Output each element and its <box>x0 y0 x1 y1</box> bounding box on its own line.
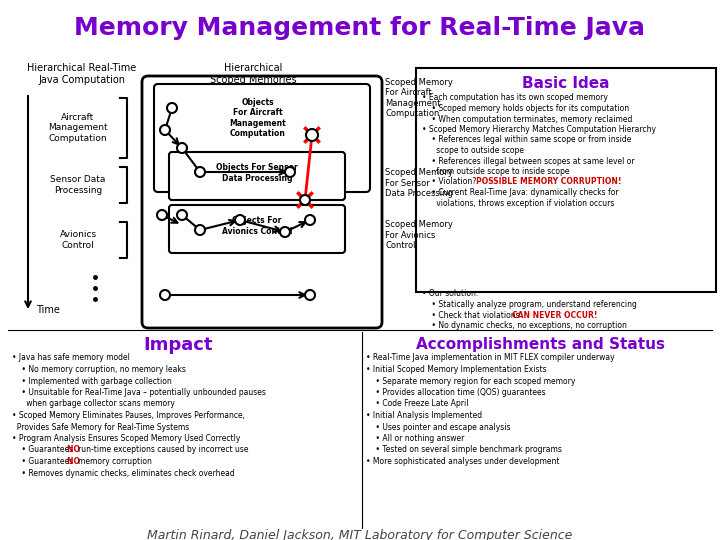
Text: • Scoped memory holds objects for its computation: • Scoped memory holds objects for its co… <box>422 104 629 113</box>
Text: Basic Idea: Basic Idea <box>522 77 610 91</box>
Circle shape <box>300 195 310 205</box>
Text: • More sophisticated analyses under development: • More sophisticated analyses under deve… <box>366 457 559 466</box>
Text: CAN NEVER OCCUR!: CAN NEVER OCCUR! <box>512 310 597 320</box>
Text: • Code Freeze Late April: • Code Freeze Late April <box>366 400 469 408</box>
Text: • Guarantees: • Guarantees <box>12 457 76 466</box>
Circle shape <box>195 225 205 235</box>
Text: • Uses pointer and escape analysis: • Uses pointer and escape analysis <box>366 422 510 431</box>
Text: NO: NO <box>67 457 83 466</box>
Circle shape <box>160 290 170 300</box>
Text: POSSIBLE MEMORY CORRUPTION!: POSSIBLE MEMORY CORRUPTION! <box>477 178 622 186</box>
Text: Impact: Impact <box>143 336 212 354</box>
Text: Accomplishments and Status: Accomplishments and Status <box>415 338 665 353</box>
Text: • References illegal between scopes at same level or: • References illegal between scopes at s… <box>422 157 634 165</box>
Text: Martin Rinard, Daniel Jackson, MIT Laboratory for Computer Science: Martin Rinard, Daniel Jackson, MIT Labor… <box>148 529 572 540</box>
Text: • References legal within same scope or from inside: • References legal within same scope or … <box>422 136 631 145</box>
Text: • Program Analysis Ensures Scoped Memory Used Correctly: • Program Analysis Ensures Scoped Memory… <box>12 434 240 443</box>
Text: when garbage collector scans memory: when garbage collector scans memory <box>12 400 175 408</box>
Circle shape <box>195 167 205 177</box>
Circle shape <box>167 103 177 113</box>
Text: Objects For
Avionics Control: Objects For Avionics Control <box>222 217 292 235</box>
Text: • Scoped Memory Eliminates Pauses, Improves Performance,: • Scoped Memory Eliminates Pauses, Impro… <box>12 411 245 420</box>
Circle shape <box>157 210 167 220</box>
Text: • Initial Analysis Implemented: • Initial Analysis Implemented <box>366 411 482 420</box>
Text: • No dynamic checks, no exceptions, no corruption: • No dynamic checks, no exceptions, no c… <box>422 321 627 330</box>
Text: Time: Time <box>36 305 60 315</box>
Text: Scoped Memory
For Sensor
Data Processing: Scoped Memory For Sensor Data Processing <box>385 168 453 198</box>
Text: • Separate memory region for each scoped memory: • Separate memory region for each scoped… <box>366 376 575 386</box>
Circle shape <box>160 125 170 135</box>
Text: Hierarchical Real-Time
Java Computation: Hierarchical Real-Time Java Computation <box>27 63 137 85</box>
Text: • Tested on several simple benchmark programs: • Tested on several simple benchmark pro… <box>366 446 562 455</box>
Text: • Check that violations: • Check that violations <box>422 310 522 320</box>
Text: Avionics
Control: Avionics Control <box>60 230 96 249</box>
FancyBboxPatch shape <box>142 76 382 328</box>
Circle shape <box>305 290 315 300</box>
Text: Memory Management for Real-Time Java: Memory Management for Real-Time Java <box>74 16 646 40</box>
Circle shape <box>305 215 315 225</box>
Text: scope to outside scope: scope to outside scope <box>422 146 524 155</box>
Text: Objects
For Aircraft
Management
Computation: Objects For Aircraft Management Computat… <box>230 98 287 138</box>
Text: • Unsuitable for Real-Time Java – potentially unbounded pauses: • Unsuitable for Real-Time Java – potent… <box>12 388 266 397</box>
Circle shape <box>177 143 187 153</box>
Text: Aircraft
Management
Computation: Aircraft Management Computation <box>48 113 108 143</box>
Text: • No memory corruption, no memory leaks: • No memory corruption, no memory leaks <box>12 365 186 374</box>
FancyBboxPatch shape <box>154 84 370 192</box>
Text: • Scoped Memory Hierarchy Matches Computation Hierarchy: • Scoped Memory Hierarchy Matches Comput… <box>422 125 656 134</box>
Text: Scoped Memory
For Avionics
Control: Scoped Memory For Avionics Control <box>385 220 453 250</box>
Text: • Statically analyze program, understand referencing: • Statically analyze program, understand… <box>422 300 637 309</box>
Text: • Removes dynamic checks, eliminates check overhead: • Removes dynamic checks, eliminates che… <box>12 469 235 477</box>
Text: • Guarantees: • Guarantees <box>12 446 76 455</box>
Text: • Java has safe memory model: • Java has safe memory model <box>12 354 130 362</box>
Circle shape <box>285 167 295 177</box>
Circle shape <box>306 129 318 141</box>
Text: violations, throws exception if violation occurs: violations, throws exception if violatio… <box>422 199 614 207</box>
Text: • Implemented with garbage collection: • Implemented with garbage collection <box>12 376 172 386</box>
Text: Scoped Memory
For Aircraft
Management
Computation: Scoped Memory For Aircraft Management Co… <box>385 78 453 118</box>
Text: Objects For Sensor
Data Processing: Objects For Sensor Data Processing <box>216 163 298 183</box>
Text: from outside scope to inside scope: from outside scope to inside scope <box>422 167 570 176</box>
FancyBboxPatch shape <box>169 152 345 200</box>
FancyBboxPatch shape <box>169 205 345 253</box>
Text: • When computation terminates, memory reclaimed: • When computation terminates, memory re… <box>422 114 632 124</box>
Circle shape <box>280 227 290 237</box>
Text: • All or nothing answer: • All or nothing answer <box>366 434 464 443</box>
Text: • Violation?: • Violation? <box>422 178 479 186</box>
Text: • Our solution:: • Our solution: <box>422 289 478 299</box>
Text: • Provides allocation time (QOS) guarantees: • Provides allocation time (QOS) guarant… <box>366 388 546 397</box>
Text: • Current Real-Time Java: dynamically checks for: • Current Real-Time Java: dynamically ch… <box>422 188 618 197</box>
Text: run-time exceptions caused by incorrect use: run-time exceptions caused by incorrect … <box>78 446 248 455</box>
Text: Sensor Data
Processing: Sensor Data Processing <box>50 176 106 195</box>
Circle shape <box>177 210 187 220</box>
Text: • Real-Time Java implementation in MIT FLEX compiler underway: • Real-Time Java implementation in MIT F… <box>366 354 615 362</box>
Text: NO: NO <box>67 446 83 455</box>
Circle shape <box>235 215 245 225</box>
Text: memory corruption: memory corruption <box>78 457 152 466</box>
Text: Hierarchical
Scoped Memories: Hierarchical Scoped Memories <box>210 63 297 85</box>
Text: • Initial Scoped Memory Implementation Exists: • Initial Scoped Memory Implementation E… <box>366 365 546 374</box>
Text: • Each computation has its own scoped memory: • Each computation has its own scoped me… <box>422 93 608 103</box>
Text: Provides Safe Memory for Real-Time Systems: Provides Safe Memory for Real-Time Syste… <box>12 422 189 431</box>
FancyBboxPatch shape <box>416 68 716 292</box>
